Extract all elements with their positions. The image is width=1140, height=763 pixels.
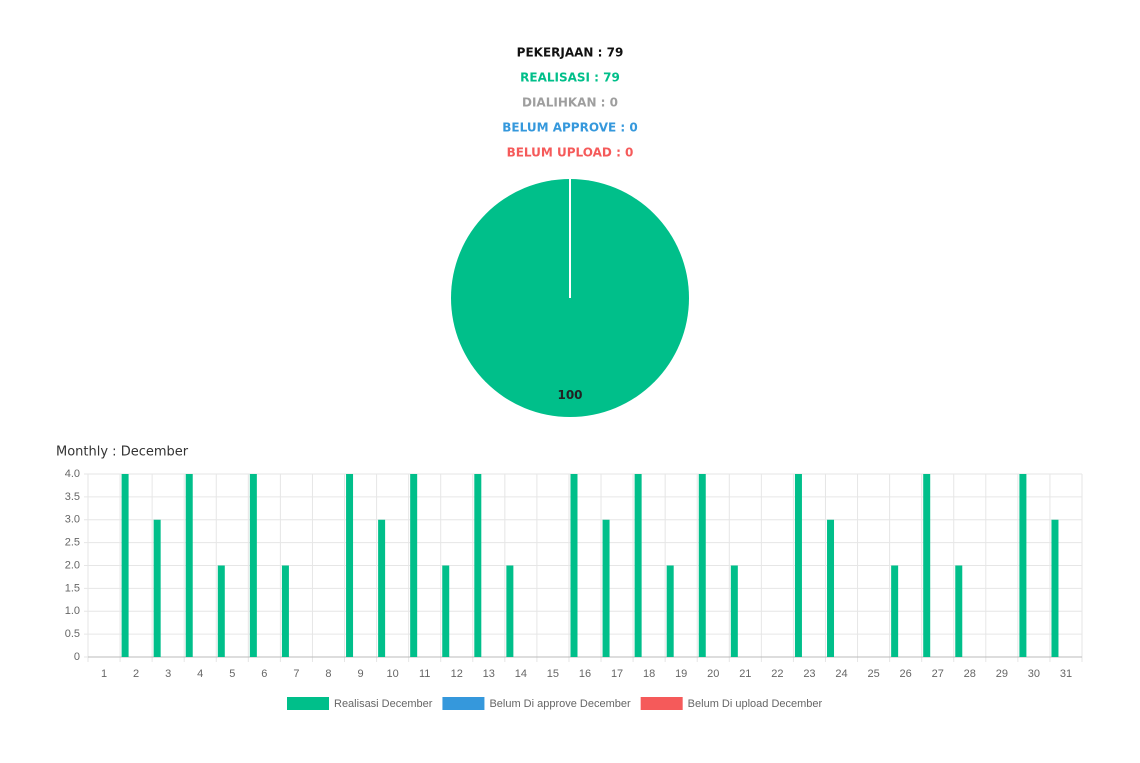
bar [1051, 519, 1059, 657]
x-tick-label: 30 [1028, 668, 1040, 680]
summary-line: REALISASI : 79 [520, 71, 620, 85]
x-tick-label: 23 [803, 668, 815, 680]
bar [281, 565, 289, 657]
bar [506, 565, 514, 657]
summary-line: DIALIHKAN : 0 [522, 96, 618, 110]
x-tick-label: 8 [325, 668, 331, 680]
summary-line: BELUM APPROVE : 0 [502, 121, 637, 135]
y-tick-label: 0 [74, 651, 80, 663]
bar [1019, 474, 1027, 657]
y-tick-label: 4.0 [65, 468, 80, 480]
bar [410, 474, 418, 657]
slice-label: 100 [557, 388, 582, 402]
bar [185, 474, 193, 657]
y-tick-label: 2.5 [65, 537, 80, 549]
x-tick-label: 17 [611, 668, 623, 680]
x-tick-label: 29 [996, 668, 1008, 680]
summary-line: PEKERJAAN : 79 [517, 46, 624, 60]
y-tick-label: 1.0 [65, 605, 80, 617]
x-tick-label: 4 [197, 668, 203, 680]
x-tick-label: 3 [165, 668, 171, 680]
bar [634, 474, 642, 657]
legend-label: Belum Di upload December [688, 698, 823, 710]
bar [794, 474, 802, 657]
bar [827, 519, 835, 657]
legend-swatch [442, 697, 485, 710]
x-tick-label: 20 [707, 668, 719, 680]
legend-label: Belum Di approve December [489, 698, 631, 710]
x-tick-label: 22 [771, 668, 783, 680]
x-tick-label: 6 [261, 668, 267, 680]
x-tick-label: 28 [964, 668, 976, 680]
bar [602, 519, 610, 657]
y-tick-label: 2.0 [65, 559, 80, 571]
bar [153, 519, 161, 657]
x-tick-label: 11 [419, 668, 430, 680]
x-tick-label: 1 [101, 668, 107, 680]
bar [442, 565, 450, 657]
x-tick-label: 24 [835, 668, 847, 680]
x-tick-label: 31 [1060, 668, 1072, 680]
bar [698, 474, 706, 657]
bar [121, 474, 129, 657]
x-tick-label: 5 [229, 668, 235, 680]
x-tick-label: 16 [579, 668, 591, 680]
bar [474, 474, 482, 657]
y-tick-label: 0.5 [65, 628, 80, 640]
y-tick-label: 3.5 [65, 491, 80, 503]
x-tick-label: 26 [900, 668, 912, 680]
y-tick-label: 3.0 [65, 514, 80, 526]
summary-line: BELUM UPLOAD : 0 [507, 146, 634, 160]
bar [730, 565, 738, 657]
x-tick-label: 18 [643, 668, 655, 680]
y-tick-label: 1.5 [65, 582, 80, 594]
x-tick-label: 15 [547, 668, 559, 680]
x-tick-label: 21 [739, 668, 751, 680]
legend-label: Realisasi December [334, 698, 433, 710]
x-tick-label: 25 [867, 668, 879, 680]
x-tick-label: 12 [451, 668, 463, 680]
bar [378, 519, 386, 657]
x-tick-label: 7 [293, 668, 299, 680]
bar [923, 474, 931, 657]
x-tick-label: 27 [932, 668, 944, 680]
x-tick-label: 19 [675, 668, 687, 680]
x-tick-label: 10 [386, 668, 398, 680]
legend-swatch [287, 697, 329, 710]
x-tick-label: 13 [483, 668, 495, 680]
bar [346, 474, 354, 657]
bar [891, 565, 899, 657]
x-tick-label: 2 [133, 668, 139, 680]
bar [955, 565, 963, 657]
bar [570, 474, 578, 657]
bar [217, 565, 225, 657]
x-tick-label: 9 [357, 668, 363, 680]
chart-title: Monthly : December [56, 445, 189, 460]
legend-swatch [640, 697, 683, 710]
bar [666, 565, 674, 657]
x-tick-label: 14 [515, 668, 527, 680]
bar [249, 474, 257, 657]
